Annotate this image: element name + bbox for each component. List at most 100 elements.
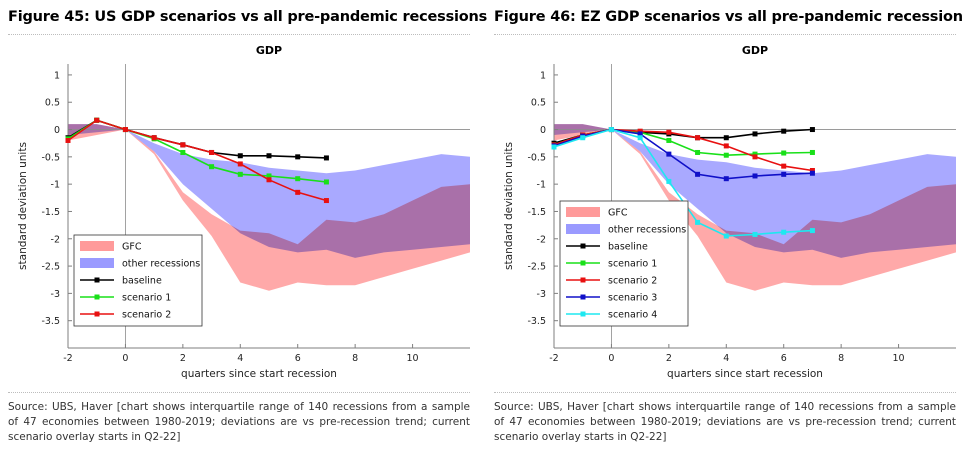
legend: GFC other recessions baseline scenario 1 sce… xyxy=(73,234,203,327)
series-scenario-2-point xyxy=(180,142,186,148)
series-scenario-2-point xyxy=(695,135,701,141)
x-tick-label: 0 xyxy=(122,353,128,364)
x-tick-label: 6 xyxy=(295,353,301,364)
figure-46-panel: Figure 46: EZ GDP scenarios vs all pre-p… xyxy=(494,0,963,455)
chart-title: GDP xyxy=(256,44,282,57)
title-divider xyxy=(494,34,956,35)
chart-title: GDP xyxy=(742,44,768,57)
series-scenario-2-point xyxy=(151,135,157,141)
figure-45-panel: Figure 45: US GDP scenarios vs all pre-p… xyxy=(8,0,487,455)
series-scenario-4-point xyxy=(666,178,672,184)
legend-label-baseline: baseline xyxy=(608,242,648,253)
series-scenario-3-point xyxy=(637,131,643,137)
series-scenario-1-point xyxy=(180,149,186,155)
figure-title: Figure 46: EZ GDP scenarios vs all pre-p… xyxy=(494,9,963,25)
series-scenario-1-point xyxy=(781,150,787,156)
y-tick-label: -2 xyxy=(51,234,60,245)
y-tick-label: -1.5 xyxy=(527,207,546,218)
legend-label-other-recessions: other recessions xyxy=(608,225,686,236)
series-scenario-1-point xyxy=(752,151,758,157)
series-scenario-1-point xyxy=(209,164,215,170)
legend-label-scenario-2: scenario 2 xyxy=(608,276,657,287)
x-tick-label: 10 xyxy=(893,353,905,364)
y-tick-label: -1.5 xyxy=(41,207,60,218)
series-scenario-4-point xyxy=(608,127,614,133)
legend-label-scenario-1: scenario 1 xyxy=(608,259,657,270)
y-tick-label: 0.5 xyxy=(45,98,60,109)
y-tick-label: 0 xyxy=(54,125,60,136)
legend-swatch-other-recessions xyxy=(80,258,114,268)
series-scenario-1-point xyxy=(809,149,815,155)
series-baseline-point xyxy=(781,128,787,134)
series-scenario-4-point xyxy=(551,144,557,150)
legend-swatch-gfc xyxy=(80,241,114,251)
y-tick-label: -0.5 xyxy=(41,152,60,163)
x-tick-label: 2 xyxy=(180,353,186,364)
series-scenario-1-point xyxy=(237,171,243,177)
y-tick-label: -3.5 xyxy=(41,316,60,327)
legend-marker-baseline xyxy=(580,243,586,249)
y-tick-label: -1 xyxy=(537,180,546,191)
y-tick-label: -3.5 xyxy=(527,316,546,327)
legend-marker-scenario-4 xyxy=(580,311,586,317)
x-tick-label: 8 xyxy=(352,353,358,364)
legend-label-gfc: GFC xyxy=(122,242,142,253)
series-baseline-point xyxy=(295,154,301,160)
band-other-recessions xyxy=(68,124,470,258)
series-baseline-line xyxy=(67,119,327,159)
legend-marker-scenario-1 xyxy=(580,260,586,266)
legend-label-scenario-4: scenario 4 xyxy=(608,310,657,321)
series-scenario-2-point xyxy=(781,163,787,169)
x-tick-label: 4 xyxy=(723,353,729,364)
source-note: Source: UBS, Haver [chart shows interqua… xyxy=(494,401,956,443)
x-tick-label: 2 xyxy=(666,353,672,364)
y-tick-label: -3 xyxy=(51,289,60,300)
series-scenario-4-point xyxy=(781,229,787,235)
y-tick-label: -0.5 xyxy=(527,152,546,163)
x-tick-label: -2 xyxy=(549,353,558,364)
series-scenario-3-point xyxy=(695,171,701,177)
legend-label-scenario-1: scenario 1 xyxy=(122,293,171,304)
series-scenario-4-point xyxy=(809,228,815,234)
series-scenario-2-point xyxy=(122,127,128,133)
x-axis-label: quarters since start recession xyxy=(667,368,823,380)
title-divider xyxy=(8,34,470,35)
legend: GFC other recessions baseline scenario 1 sce… xyxy=(559,200,689,327)
series-scenario-2-point xyxy=(723,143,729,149)
legend-label-baseline: baseline xyxy=(122,276,162,287)
series-scenario-2-point xyxy=(94,117,100,123)
y-tick-label: -2 xyxy=(537,234,546,245)
series-scenario-2-point xyxy=(237,161,243,167)
y-tick-label: 0 xyxy=(540,125,546,136)
series-scenario-1-point xyxy=(295,176,301,182)
y-tick-label: 1 xyxy=(54,70,60,81)
series-baseline-point xyxy=(809,127,815,133)
legend-marker-scenario-2 xyxy=(94,311,100,317)
series-baseline-point xyxy=(266,153,272,159)
series-baseline-point xyxy=(723,135,729,141)
source-note: Source: UBS, Haver [chart shows interqua… xyxy=(8,401,470,443)
series-scenario-1-point xyxy=(266,173,272,179)
legend-marker-baseline xyxy=(94,277,100,283)
ez-gdp-chart: GDP 1 0.5 0 -0.5 -1 -1.5 -2 -2.5 -3 -3.5 -2 0 2 4 6 8 10 q… xyxy=(503,44,956,380)
x-tick-label: 4 xyxy=(237,353,243,364)
series-baseline-point xyxy=(323,155,329,161)
series-scenario-4-point xyxy=(637,135,643,141)
legend-label-other-recessions: other recessions xyxy=(122,259,200,270)
x-tick-label: 8 xyxy=(838,353,844,364)
series-scenario-1-point xyxy=(723,152,729,158)
y-axis-label: standard deviation units xyxy=(503,142,515,270)
source-divider xyxy=(8,392,470,393)
y-tick-label: 0.5 xyxy=(531,98,546,109)
series-scenario-3-point xyxy=(666,151,672,157)
y-tick-label: 1 xyxy=(540,70,546,81)
series-baseline-point xyxy=(752,131,758,137)
series-scenario-2-point xyxy=(666,129,672,135)
band-other-recessions xyxy=(554,124,956,258)
series-scenario-1-point xyxy=(666,137,672,143)
series-scenario-2-point xyxy=(295,189,301,195)
legend-marker-scenario-3 xyxy=(580,294,586,300)
series-scenario-2-point xyxy=(809,168,815,173)
series-scenario-4-point xyxy=(580,135,586,141)
series-scenario-2-point xyxy=(266,177,272,183)
